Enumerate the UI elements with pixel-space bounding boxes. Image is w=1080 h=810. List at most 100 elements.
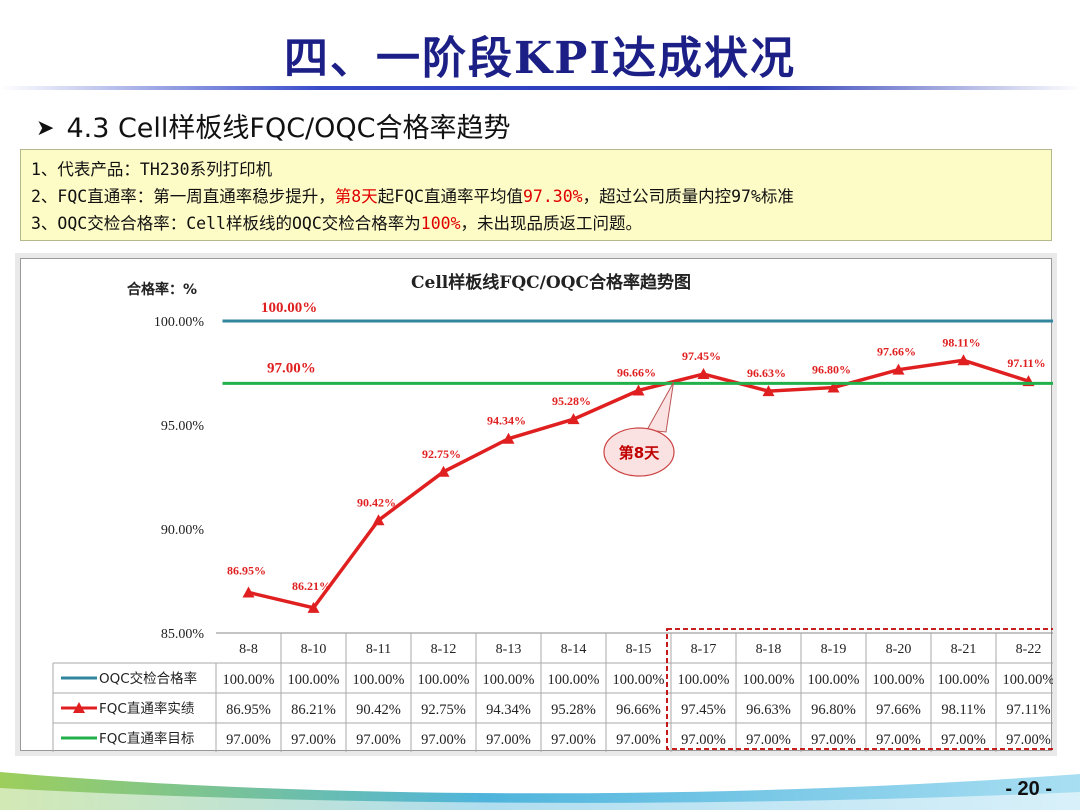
table-cell: 90.42% <box>356 702 401 718</box>
x-category-label: 8-18 <box>756 642 782 657</box>
callout-text: 第8天 <box>619 444 660 462</box>
summary-line-2-text-a: 2、FQC直通率：第一周直通率稳步提升， <box>31 187 335 206</box>
title-divider <box>0 86 1080 90</box>
triangle-marker <box>632 384 645 396</box>
summary-line-2: 2、FQC直通率：第一周直通率稳步提升，第8天起FQC直通率平均值97.30%，… <box>31 183 1043 210</box>
summary-line-2-text-c: ，超过公司质量内控97%标准 <box>582 187 794 206</box>
y-tick-label: 95.00% <box>161 419 205 434</box>
data-label: 97.11% <box>1007 356 1045 370</box>
triangle-marker <box>242 586 255 598</box>
triangle-marker <box>437 465 450 477</box>
table-cell: 97.00% <box>291 732 336 748</box>
section-subtitle: ➤ 4.3 Cell样板线FQC/OQC合格率趋势 <box>36 106 511 145</box>
table-cell: 97.00% <box>486 732 531 748</box>
table-cell: 94.34% <box>486 702 531 718</box>
table-cell: 97.11% <box>1006 702 1050 718</box>
legend-label: OQC交检合格率 <box>99 670 197 687</box>
slide-title: 四、一阶段KPI达成状况 <box>284 33 796 84</box>
table-cell: 97.00% <box>746 732 791 748</box>
legend-label: FQC直通率目标 <box>99 730 194 747</box>
table-cell: 86.21% <box>291 702 336 718</box>
table-cell: 97.00% <box>681 732 726 748</box>
triangle-marker <box>502 432 515 444</box>
x-category-label: 8-13 <box>496 642 522 657</box>
x-category-label: 8-14 <box>561 642 587 657</box>
triangle-marker <box>567 413 580 425</box>
table-cell: 100.00% <box>808 672 860 688</box>
table-cell: 97.66% <box>876 702 921 718</box>
highlight-dashed-box <box>666 628 1053 750</box>
triangle-marker <box>372 514 385 526</box>
table-cell: 86.95% <box>226 702 271 718</box>
legend-label: FQC直通率实绩 <box>99 700 195 717</box>
x-category-label: 8-21 <box>951 642 977 657</box>
summary-highlight-oqc: 100% <box>420 214 461 233</box>
table-cell: 100.00% <box>223 672 275 688</box>
table-cell: 100.00% <box>613 672 665 688</box>
triangle-marker <box>827 381 840 393</box>
callout-pointer <box>646 382 674 433</box>
table-cell: 97.00% <box>356 732 401 748</box>
table-cell: 96.63% <box>746 702 791 718</box>
data-label: 96.63% <box>747 366 786 380</box>
x-category-label: 8-17 <box>691 642 717 657</box>
summary-line-3-text-b: ，未出现品质返工问题。 <box>460 214 643 233</box>
table-cell: 100.00% <box>873 672 925 688</box>
x-category-label: 8-8 <box>239 642 258 657</box>
table-cell: 100.00% <box>548 672 600 688</box>
data-label: 86.21% <box>292 579 331 593</box>
data-label: 90.42% <box>357 495 396 509</box>
y-axis-label: 合格率：% <box>127 281 197 298</box>
chart-frame: Cell样板线FQC/OQC合格率趋势图 合格率：% 85.00% 90.00% 9… <box>20 258 1053 752</box>
table-cell: 97.00% <box>1006 732 1051 748</box>
summary-box: 1、代表产品：TH230系列打印机 2、FQC直通率：第一周直通率稳步提升，第8… <box>20 149 1052 241</box>
table-cell: 97.00% <box>941 732 986 748</box>
table-cell: 100.00% <box>678 672 730 688</box>
x-category-label: 8-22 <box>1016 642 1042 657</box>
table-cell: 100.00% <box>1003 672 1053 688</box>
table-cell: 100.00% <box>483 672 535 688</box>
target-line-label: 97.00% <box>267 360 316 376</box>
table-cell: 100.00% <box>353 672 405 688</box>
data-label: 97.66% <box>877 345 916 359</box>
table-cell: 97.00% <box>876 732 921 748</box>
data-label: 86.95% <box>227 563 266 577</box>
table-cell: 97.00% <box>616 732 661 748</box>
chart-title: Cell样板线FQC/OQC合格率趋势图 <box>411 272 691 293</box>
data-label: 92.75% <box>422 447 461 461</box>
table-cell: 100.00% <box>743 672 795 688</box>
table-cell: 97.00% <box>226 732 271 748</box>
table-cell: 100.00% <box>938 672 990 688</box>
summary-highlight-day8: 第8天 <box>334 187 378 206</box>
arrow-bullet-icon: ➤ <box>36 116 55 141</box>
table-cell: 92.75% <box>421 702 466 718</box>
table-cell: 98.11% <box>941 702 985 718</box>
data-label: 95.28% <box>552 394 591 408</box>
y-tick-label: 90.00% <box>161 523 205 538</box>
callout-bubble <box>603 427 675 477</box>
y-tick-label: 85.00% <box>161 627 205 642</box>
x-category-label: 8-19 <box>821 642 847 657</box>
table-cell: 97.00% <box>551 732 596 748</box>
table-cell: 96.80% <box>811 702 856 718</box>
summary-line-3: 3、OQC交检合格率：Cell样板线的OQC交检合格率为100%，未出现品质返工… <box>31 210 1043 237</box>
y-tick-label: 100.00% <box>154 315 205 330</box>
summary-line-3-text-a: 3、OQC交检合格率：Cell样板线的OQC交检合格率为 <box>31 214 421 233</box>
page-number: - 20 - <box>1005 778 1052 800</box>
x-category-label: 8-11 <box>366 642 391 657</box>
triangle-marker <box>697 368 710 380</box>
table-cell: 100.00% <box>418 672 470 688</box>
triangle-marker <box>892 363 905 375</box>
footer-wave-decoration <box>0 772 1080 810</box>
summary-highlight-avg: 97.30% <box>523 187 583 206</box>
data-label: 94.34% <box>487 414 526 428</box>
table-cell: 100.00% <box>288 672 340 688</box>
table-cell: 95.28% <box>551 702 596 718</box>
x-category-label: 8-10 <box>301 642 327 657</box>
triangle-marker <box>957 354 970 366</box>
trend-chart: Cell样板线FQC/OQC合格率趋势图 合格率：% 85.00% 90.00% 9… <box>52 272 1053 752</box>
summary-line-1-text: 1、代表产品：TH230系列打印机 <box>31 160 273 179</box>
table-cell: 97.45% <box>681 702 726 718</box>
table-cell: 97.00% <box>811 732 856 748</box>
summary-line-1: 1、代表产品：TH230系列打印机 <box>31 156 1043 183</box>
